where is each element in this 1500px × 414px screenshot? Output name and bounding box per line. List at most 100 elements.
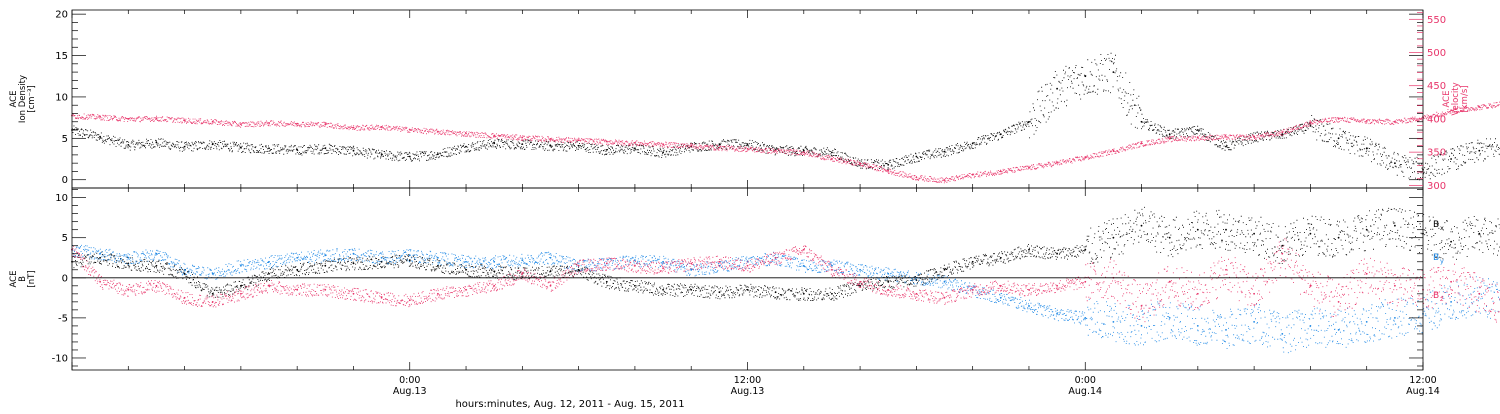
- b-blue-series-point: [493, 260, 496, 263]
- b-pink-series-point: [127, 288, 130, 291]
- velocity-series-point: [999, 170, 1002, 173]
- b-pink-series-point: [1309, 284, 1312, 287]
- b-pink-series-point: [1365, 272, 1368, 275]
- b-blue-series: [71, 244, 1500, 354]
- b-pink-series-point: [1084, 280, 1087, 283]
- b-black-series-point: [1365, 228, 1368, 231]
- b-pink-series-point: [1478, 292, 1481, 295]
- b-pink-series-point: [746, 264, 749, 267]
- b-pink-series-point: [1394, 284, 1396, 287]
- velocity-series-point: [1309, 121, 1312, 124]
- b-pink-series-point: [380, 296, 383, 299]
- density-series-point: [1168, 133, 1171, 136]
- x-tick-date-label: Aug.13: [731, 386, 765, 397]
- b-black-series-point: [155, 264, 158, 267]
- density-series-point: [1337, 137, 1340, 140]
- b-black-series-point: [1225, 228, 1227, 231]
- b-pink-series-point: [999, 284, 1002, 287]
- top-left-y-tick: [72, 13, 1423, 181]
- density-series-point: [1394, 162, 1396, 165]
- top-right-y-tick-label: 350: [1427, 148, 1446, 159]
- top-left-y-tick-label: 0: [62, 175, 68, 186]
- legend-label: B: [1433, 253, 1439, 263]
- b-pink-series-point: [887, 288, 890, 291]
- b-blue-series-point: [999, 296, 1002, 299]
- velocity-series-point: [465, 132, 467, 135]
- x-tick-time-label: 12:00: [1409, 375, 1436, 386]
- b-black-series-trace: [72, 206, 1500, 301]
- top-right-y-tick: [1409, 12, 1423, 186]
- b-black-series-point: [324, 264, 327, 267]
- density-series-point: [1225, 145, 1227, 148]
- top-right-axis-label: ACE Velocity [km/s]: [1442, 82, 1470, 115]
- density-series-point: [1450, 158, 1452, 160]
- density-series-trace: [72, 52, 1500, 181]
- b-black-series-point: [831, 292, 833, 295]
- top-panel-frame: [71, 9, 1424, 189]
- x-tick-date-label: Aug.13: [393, 386, 427, 397]
- density-series-point: [99, 135, 101, 138]
- b-black-series-point: [1140, 224, 1143, 227]
- b-pink-series-point: [859, 280, 861, 283]
- legend-label: B: [1433, 220, 1439, 230]
- b-blue-series-point: [887, 272, 890, 275]
- b-pink-series-point: [99, 280, 101, 283]
- top-right-axis-label-line: [km/s]: [1460, 85, 1470, 112]
- b-pink-series-point: [1450, 280, 1452, 283]
- b-pink-series-point: [1281, 252, 1284, 255]
- x-tick-time-label: 0:00: [399, 375, 420, 386]
- bottom-y-tick-label: -5: [58, 313, 68, 324]
- b-pink-series-point: [774, 256, 777, 259]
- density-series-point: [662, 151, 664, 154]
- b-black-series-point: [1478, 232, 1481, 235]
- b-pink-series-point: [437, 292, 439, 295]
- density-series-point: [352, 149, 355, 152]
- bottom-axis-label-line: B: [18, 276, 28, 282]
- bottom-axis-label-line: [nT]: [27, 270, 37, 287]
- b-blue-series-point: [1112, 321, 1115, 323]
- density-series-point: [380, 154, 383, 156]
- top-left-axis-label-line: Ion Density: [18, 75, 28, 123]
- velocity-series-point: [859, 162, 861, 165]
- density-series-point: [887, 163, 890, 166]
- x-ticks: [71, 10, 1424, 188]
- b-pink-series-point: [240, 292, 242, 295]
- top-right-y-tick-label: 500: [1427, 48, 1446, 59]
- bottom-panel-frame: [71, 187, 1424, 371]
- top-right-y-tick-label: 400: [1427, 114, 1446, 125]
- density-series-point: [155, 141, 158, 144]
- b-blue-series-point: [1140, 325, 1143, 327]
- b-blue-series-point: [465, 260, 467, 263]
- b-black-series-point: [1394, 224, 1396, 227]
- b-blue-series-point: [1337, 329, 1340, 331]
- x-axis-title: hours:minutes, Aug. 12, 2011 - Aug. 15, …: [455, 399, 684, 410]
- legend-subscript: x: [1440, 224, 1444, 232]
- bottom-y-tick-label: -10: [52, 353, 68, 364]
- bottom-y-tick-label: 5: [62, 233, 68, 244]
- density-series-point: [1056, 87, 1058, 90]
- b-black-series-point: [774, 291, 777, 294]
- b-pink-series-point: [493, 284, 496, 287]
- b-black-series-point: [1112, 236, 1115, 239]
- velocity-series-point: [1225, 136, 1227, 138]
- b-pink-series-point: [408, 299, 411, 302]
- top-left-axis-label: ACE Ion Density [cm⁻³]: [9, 75, 37, 123]
- velocity-series-point: [324, 123, 327, 126]
- b-pink-series-point: [662, 267, 664, 270]
- density-series-point: [1281, 133, 1284, 136]
- top-left-y-tick-label: 10: [55, 92, 68, 103]
- marks-layer: [71, 52, 1500, 354]
- density-series-point: [183, 145, 186, 148]
- top-right-axis-label-line: Velocity: [1451, 82, 1461, 115]
- top-right-y-tick-label: 550: [1427, 15, 1446, 26]
- velocity-series-trace: [72, 101, 1500, 184]
- top-left-y-tick-label: 5: [62, 134, 68, 145]
- x-ticks: [71, 188, 1424, 370]
- frame-layer: [71, 9, 1424, 371]
- velocity-series-point: [521, 136, 524, 139]
- b-black-series-point: [408, 259, 411, 262]
- b-black-series-point: [99, 256, 101, 259]
- b-black-series-point: [802, 292, 805, 295]
